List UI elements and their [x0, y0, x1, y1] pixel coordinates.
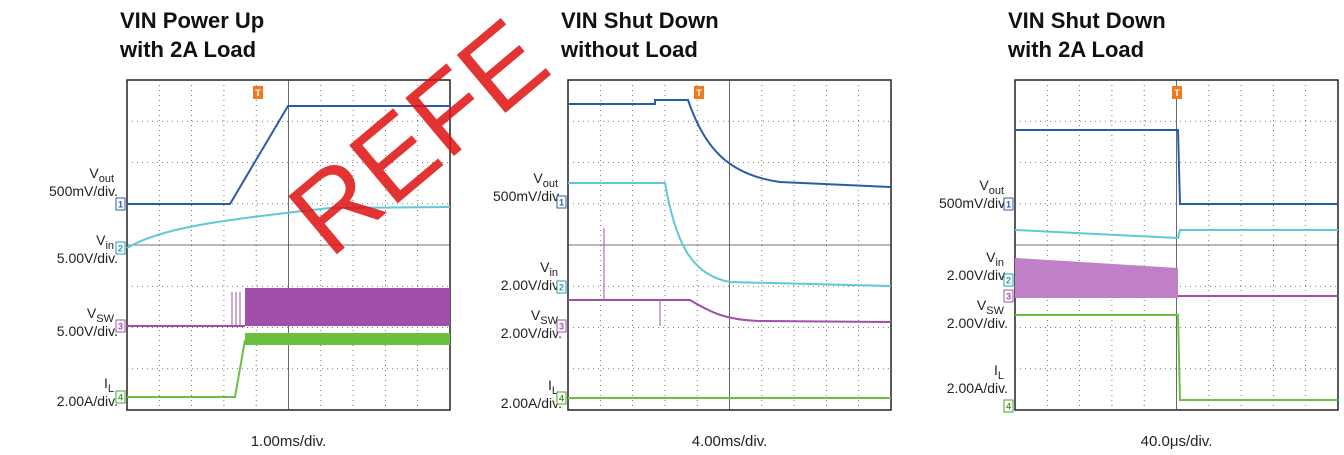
- channel-scale: 2.00A/div.: [947, 380, 1008, 396]
- scope-figure: REFE VIN Power Upwith 2A LoadT1.00ms/div…: [0, 0, 1344, 455]
- channel-scale: 5.00V/div.: [57, 323, 118, 339]
- channel-number: 2: [1006, 276, 1011, 286]
- channel-name: IL: [994, 362, 1004, 382]
- channel-number: 2: [118, 244, 123, 254]
- channel-scale: 2.00V/div.: [501, 277, 562, 293]
- panel-title: with 2A Load: [1007, 37, 1144, 62]
- timebase: 1.00ms/div.: [251, 433, 327, 450]
- channel-name: Vin: [986, 249, 1004, 269]
- channel-number: 4: [118, 393, 123, 403]
- channel-name: Vout: [533, 170, 558, 190]
- channel-scale: 2.00V/div.: [947, 315, 1008, 331]
- channel-name: VSW: [87, 305, 115, 325]
- panel-title: VIN Shut Down: [1008, 8, 1166, 33]
- channel-name: IL: [548, 377, 558, 397]
- channel-number: 4: [1006, 402, 1011, 412]
- channel-name: Vin: [96, 232, 114, 252]
- channel-number: 2: [559, 283, 564, 293]
- channel-name: VSW: [531, 307, 559, 327]
- channel-name: Vout: [89, 165, 114, 185]
- panel-title: VIN Power Up: [120, 8, 264, 33]
- channel-number: 1: [118, 200, 123, 210]
- channel-number: 1: [1006, 200, 1011, 210]
- vsw-trace: [245, 288, 450, 326]
- panel-title: with 2A Load: [119, 37, 256, 62]
- channel-scale: 500mV/div.: [939, 195, 1008, 211]
- channel-number: 4: [559, 394, 564, 404]
- trigger-label: T: [255, 88, 261, 98]
- panel-title: without Load: [560, 37, 698, 62]
- channel-scale: 5.00V/div.: [57, 250, 118, 266]
- timebase: 40.0μs/div.: [1141, 433, 1213, 450]
- channel-number: 3: [118, 322, 123, 332]
- il-trace: [245, 333, 450, 345]
- panel-title: VIN Shut Down: [561, 8, 719, 33]
- timebase: 4.00ms/div.: [692, 433, 768, 450]
- channel-number: 3: [559, 322, 564, 332]
- channel-name: Vin: [540, 259, 558, 279]
- trigger-label: T: [1174, 88, 1180, 98]
- channel-scale: 2.00V/div.: [947, 267, 1008, 283]
- channel-name: VSW: [977, 297, 1005, 317]
- channel-name: Vout: [979, 177, 1004, 197]
- channel-scale: 2.00A/div.: [501, 395, 562, 411]
- channel-scale: 2.00A/div.: [57, 393, 118, 409]
- channel-scale: 500mV/div.: [493, 188, 562, 204]
- channel-number: 3: [1006, 292, 1011, 302]
- channel-number: 1: [559, 198, 564, 208]
- channel-scale: 500mV/div.: [49, 183, 118, 199]
- trigger-label: T: [696, 88, 702, 98]
- channel-name: IL: [104, 375, 114, 395]
- channel-scale: 2.00V/div.: [501, 325, 562, 341]
